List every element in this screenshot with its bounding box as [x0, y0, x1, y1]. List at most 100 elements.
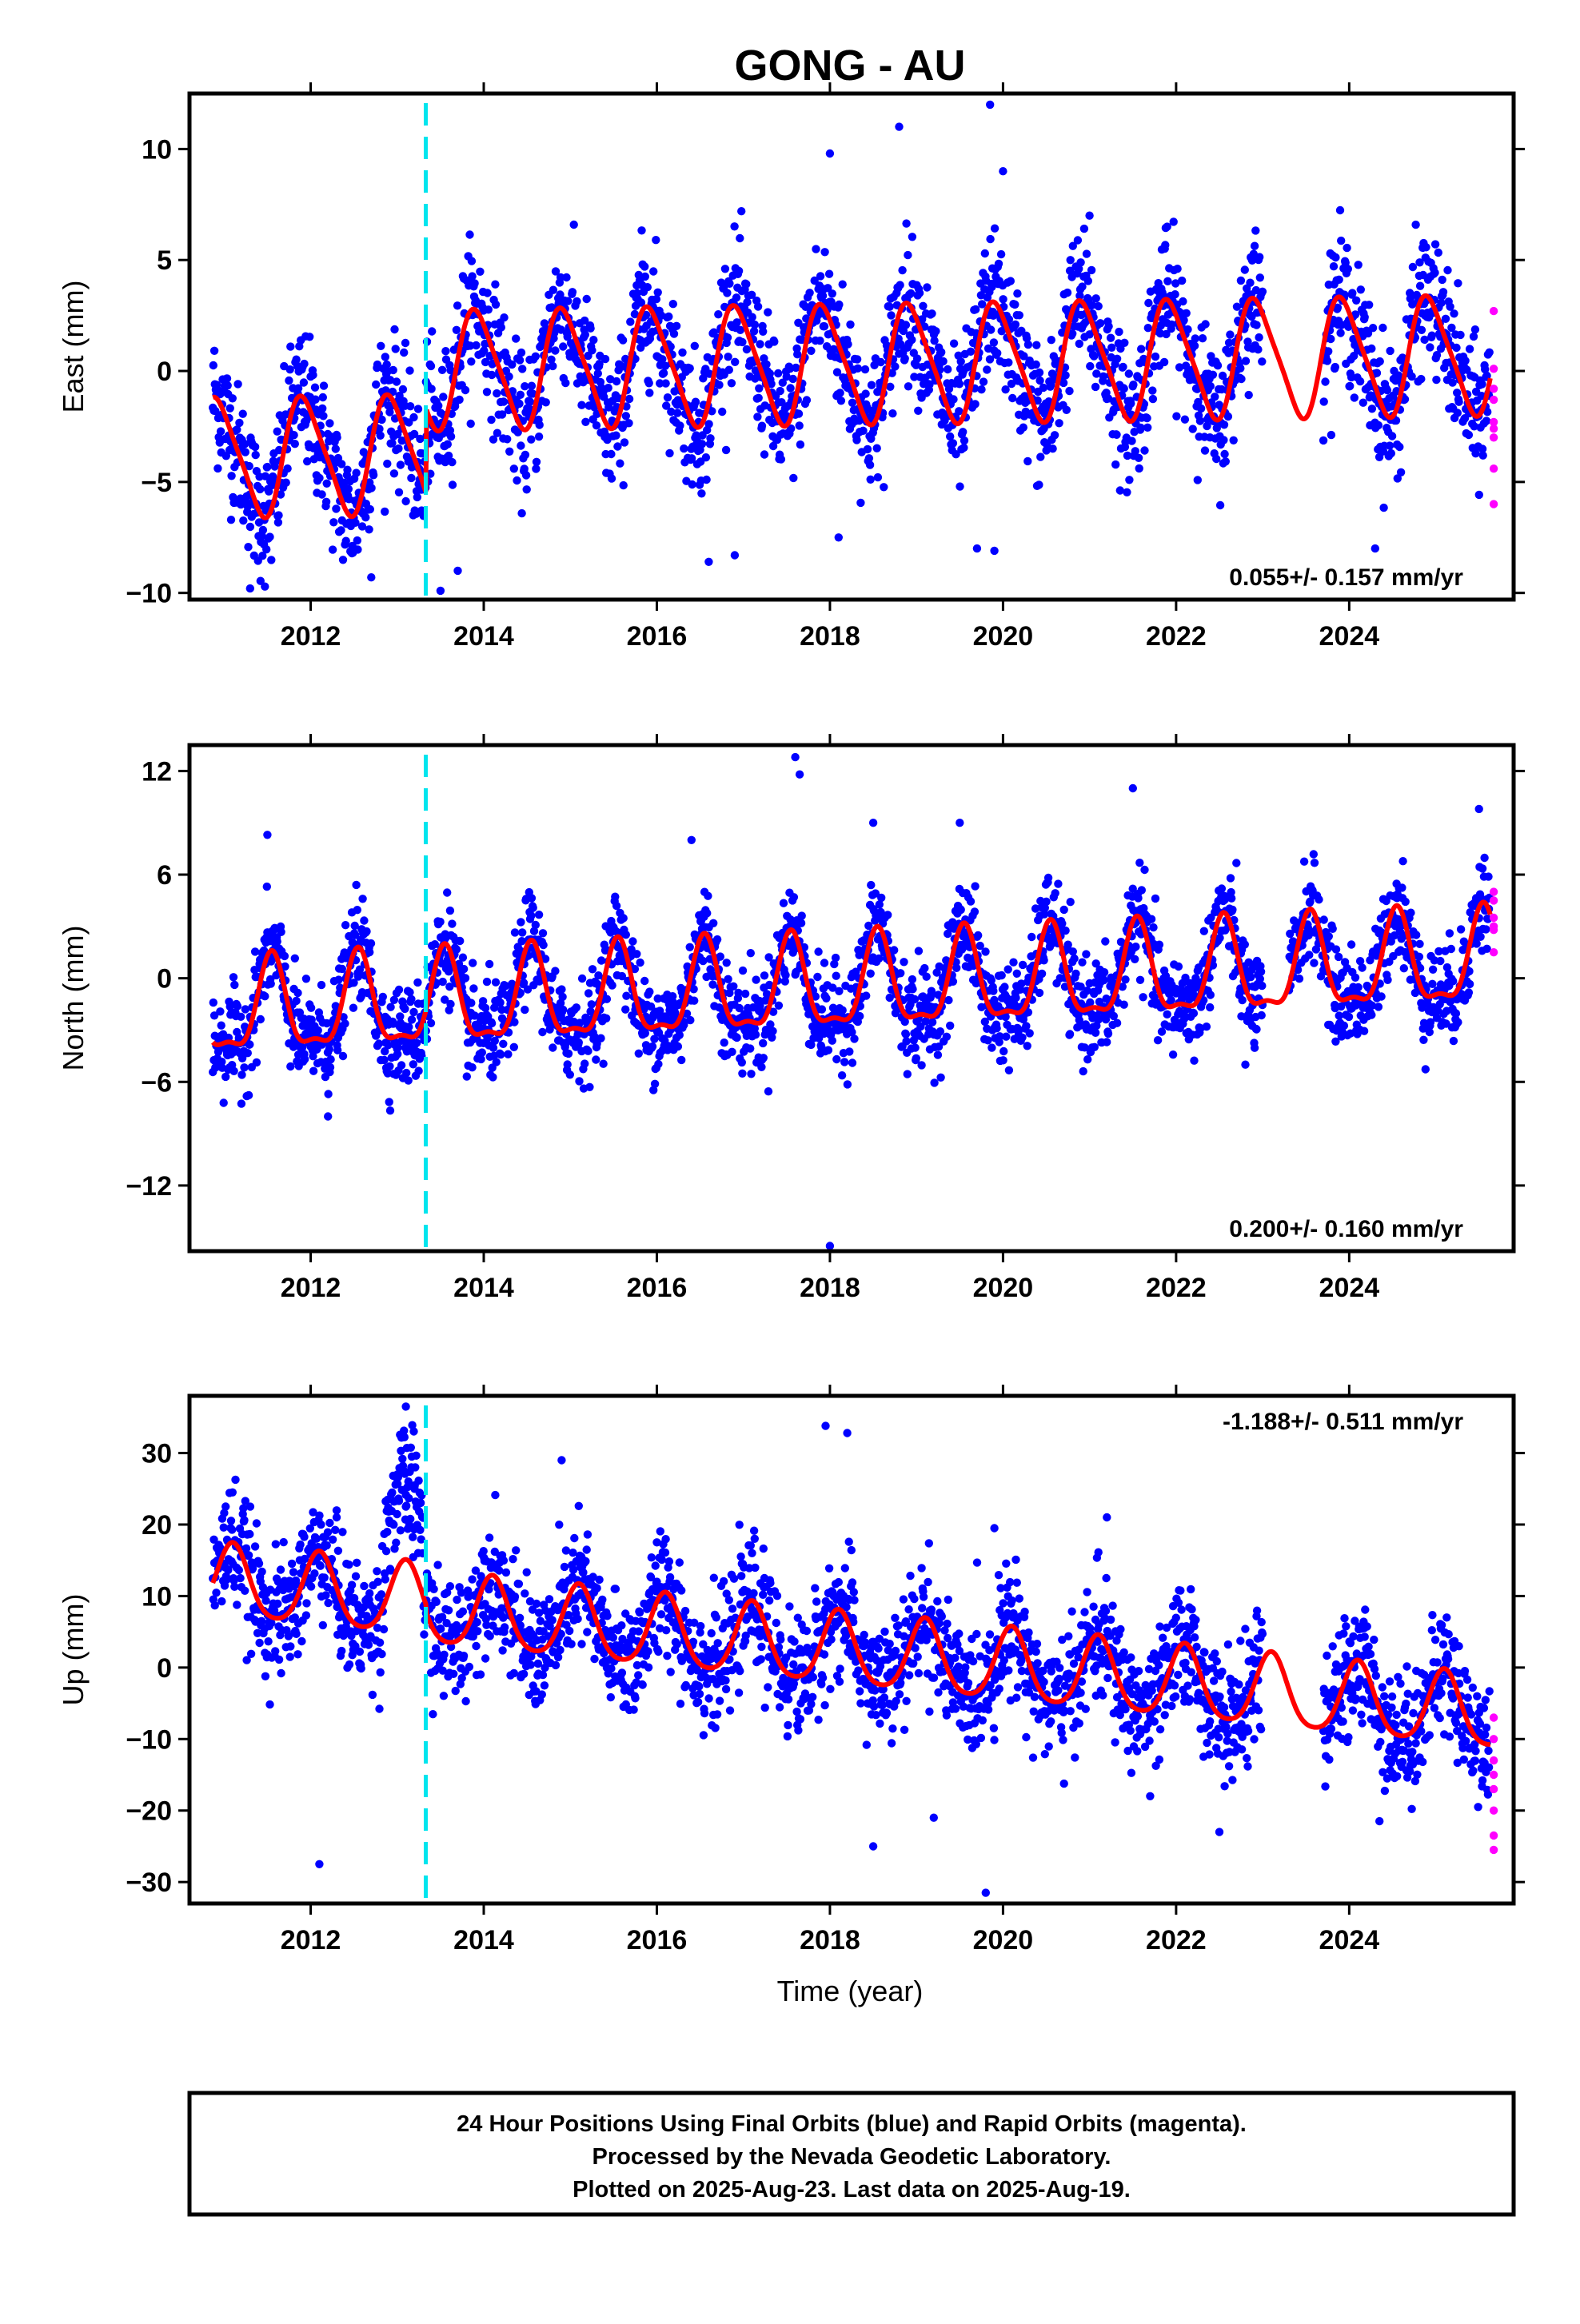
final-point — [1448, 378, 1456, 386]
final-point — [774, 369, 782, 377]
final-point — [505, 373, 513, 381]
final-point — [1060, 906, 1068, 914]
final-point — [1430, 269, 1438, 277]
final-point — [496, 999, 504, 1007]
final-point — [867, 970, 875, 978]
final-point — [1091, 383, 1099, 391]
final-point — [1032, 341, 1040, 349]
final-point — [1065, 387, 1073, 395]
final-point — [908, 233, 916, 241]
final-point — [1479, 452, 1487, 460]
final-point — [960, 444, 968, 452]
final-point — [1311, 859, 1319, 867]
final-point — [1219, 436, 1227, 444]
final-point — [1247, 973, 1255, 981]
final-point — [1466, 345, 1474, 353]
final-point — [796, 421, 804, 429]
final-point — [282, 479, 290, 487]
final-point — [1191, 341, 1199, 349]
final-point — [920, 964, 928, 972]
final-point — [946, 1022, 954, 1030]
final-point — [497, 323, 505, 331]
final-point — [786, 384, 794, 392]
final-point — [641, 273, 649, 281]
final-point — [866, 460, 874, 468]
final-point — [698, 440, 706, 448]
final-point — [1096, 319, 1104, 327]
final-point — [1436, 957, 1444, 965]
final-point — [981, 249, 989, 257]
y-tick-label: 0 — [157, 357, 172, 387]
final-point — [652, 236, 660, 244]
final-point — [686, 365, 694, 373]
final-point — [637, 226, 645, 234]
final-point — [725, 366, 733, 374]
final-point — [628, 937, 636, 945]
outlier-point — [367, 573, 375, 581]
final-point — [998, 971, 1006, 979]
final-point — [1120, 385, 1128, 393]
final-point — [319, 412, 327, 420]
final-point — [759, 1039, 767, 1047]
final-point — [977, 385, 985, 393]
final-point — [987, 325, 995, 333]
final-point — [1369, 324, 1377, 332]
final-point — [489, 1073, 497, 1081]
final-point — [557, 985, 565, 993]
final-point — [217, 427, 225, 435]
final-point — [353, 906, 361, 914]
final-point — [358, 895, 366, 903]
final-point — [608, 981, 616, 989]
final-point — [324, 1090, 332, 1098]
final-point — [990, 338, 998, 346]
final-point — [814, 947, 822, 955]
final-point — [274, 511, 282, 519]
final-point — [1051, 431, 1059, 439]
final-point — [570, 221, 578, 229]
final-point — [1359, 399, 1367, 407]
final-point — [1084, 277, 1092, 285]
final-point — [392, 345, 400, 353]
final-point — [341, 921, 349, 929]
final-point — [428, 327, 436, 335]
final-point — [333, 433, 341, 441]
final-point — [1343, 244, 1351, 252]
final-point — [577, 401, 585, 409]
final-point — [478, 1048, 486, 1056]
outlier-point — [826, 149, 834, 157]
final-point — [1121, 975, 1129, 983]
final-point — [1397, 468, 1405, 476]
final-point — [538, 1028, 546, 1036]
final-point — [1355, 983, 1363, 991]
final-point — [1194, 476, 1202, 484]
final-point — [542, 398, 550, 406]
outlier-point — [999, 167, 1007, 175]
final-point — [891, 362, 899, 370]
final-point — [1091, 1043, 1099, 1051]
final-point — [1206, 1003, 1214, 1011]
final-point — [309, 371, 317, 379]
final-point — [1415, 940, 1423, 948]
final-point — [1140, 866, 1148, 874]
final-point — [747, 1070, 755, 1078]
final-point — [1027, 933, 1035, 941]
final-point — [1169, 1050, 1177, 1058]
final-point — [1013, 289, 1021, 297]
final-point — [569, 288, 577, 296]
final-point — [407, 995, 415, 1003]
final-point — [1129, 381, 1137, 389]
final-point — [1320, 915, 1328, 923]
final-point — [1220, 421, 1228, 429]
final-point — [493, 1058, 501, 1066]
final-point — [912, 1054, 920, 1062]
final-point — [1375, 1003, 1382, 1011]
final-point — [770, 337, 778, 345]
final-point — [397, 460, 405, 468]
final-point — [832, 1055, 840, 1063]
final-point — [209, 361, 217, 369]
final-point — [654, 1060, 662, 1068]
final-point — [526, 397, 534, 405]
final-point — [714, 310, 722, 318]
final-point — [366, 505, 374, 513]
